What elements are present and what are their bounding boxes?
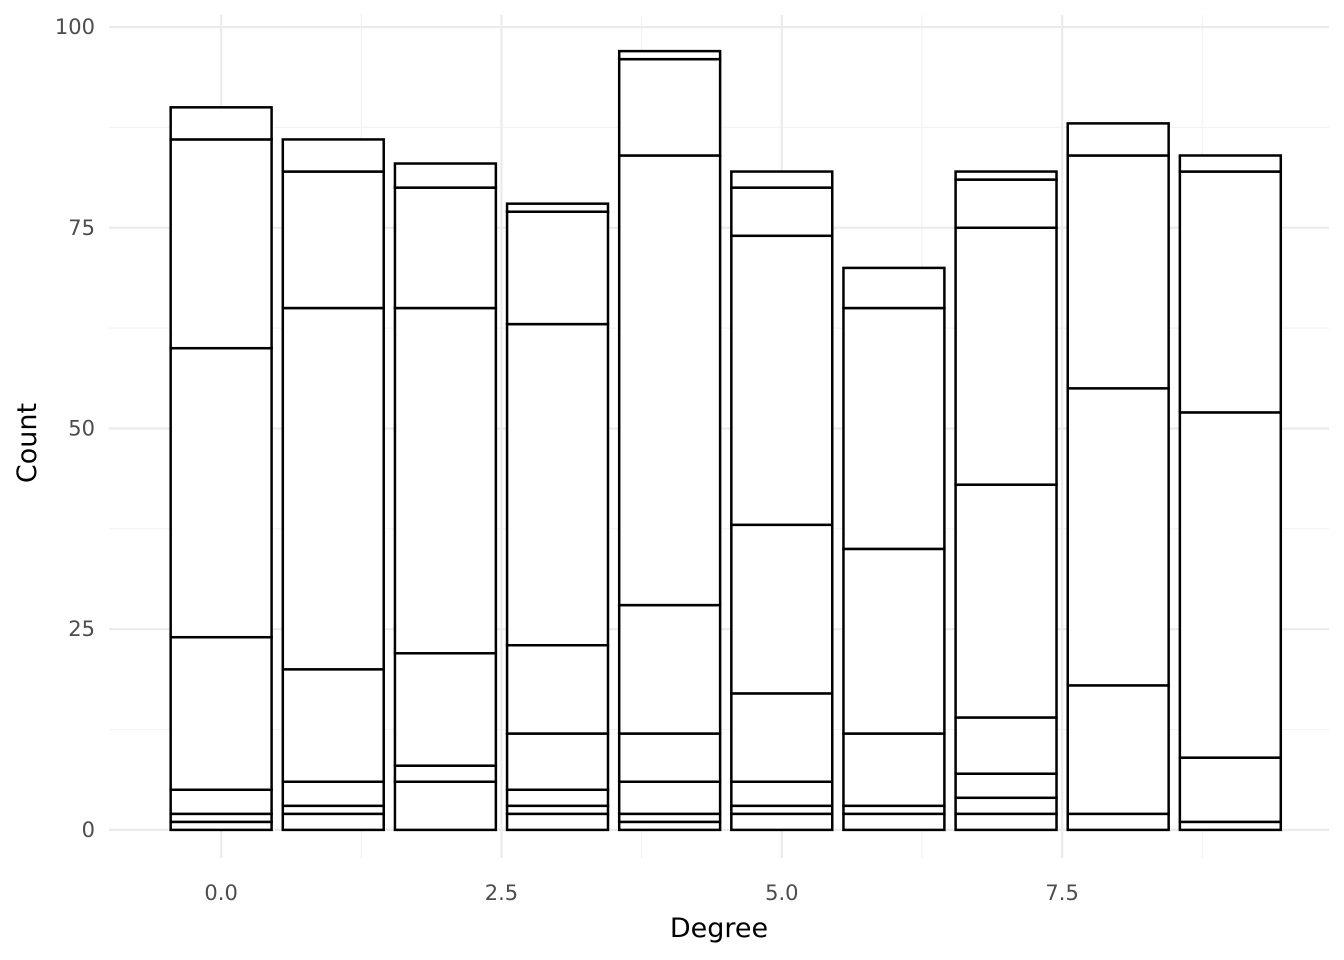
bar-segment: [505, 210, 610, 326]
bars: [169, 49, 1283, 832]
bar-segment: [617, 154, 722, 607]
bar-segment: [954, 226, 1058, 486]
bar-segment: [730, 234, 834, 527]
x-axis-title: Degree: [670, 913, 768, 944]
x-tick-label: 7.5: [1045, 881, 1078, 905]
bar-segment: [730, 186, 834, 238]
bar-segment: [730, 692, 834, 783]
bar-segment: [505, 732, 610, 792]
bar-segment: [730, 812, 834, 832]
bar-segment: [954, 178, 1058, 230]
bar-stack: [281, 138, 385, 832]
bar-segment: [954, 772, 1058, 800]
bar-stack: [730, 170, 834, 832]
bar-segment: [954, 170, 1058, 181]
bar-segment: [730, 170, 834, 189]
bar-segment: [842, 732, 946, 808]
bar-segment: [842, 547, 946, 735]
bar-segment: [617, 780, 722, 816]
bar-segment: [281, 306, 385, 671]
bar-segment: [617, 57, 722, 157]
x-tick-label: 2.5: [485, 881, 518, 905]
bar-stack: [1178, 154, 1283, 832]
bar-stack: [954, 170, 1058, 832]
bar-segment: [393, 186, 498, 310]
bar-stack: [842, 266, 946, 832]
bar-segment: [842, 266, 946, 310]
bar-segment: [1066, 684, 1170, 816]
bar-stack: [617, 49, 722, 832]
bar-segment: [169, 788, 273, 816]
bar-segment: [505, 202, 610, 213]
bar-segment: [393, 652, 498, 767]
bar-segment: [281, 780, 385, 808]
bar-segment: [505, 788, 610, 808]
bar-segment: [730, 780, 834, 808]
bar-stack: [505, 202, 610, 832]
y-tick-label: 0: [82, 818, 95, 842]
bar-segment: [169, 635, 273, 792]
y-tick-label: 75: [68, 216, 95, 240]
bar-segment: [1066, 122, 1170, 157]
x-axis-ticks: 0.0 2.5 5.0 7.5: [204, 881, 1078, 905]
bar-segment: [169, 106, 273, 141]
y-axis-title: Count: [12, 403, 43, 483]
bar-segment: [1066, 812, 1170, 832]
bar-segment: [954, 483, 1058, 719]
bar-segment: [1178, 154, 1283, 173]
bar-segment: [617, 732, 722, 783]
x-tick-label: 0.0: [204, 881, 237, 905]
bar-segment: [281, 138, 385, 173]
bar-segment: [954, 796, 1058, 816]
bar-stack: [1066, 122, 1170, 832]
bar-segment: [1066, 154, 1170, 390]
bar-segment: [393, 306, 498, 655]
bar-segment: [842, 812, 946, 832]
bar-segment: [1178, 411, 1283, 759]
bar-segment: [393, 780, 498, 832]
bar-segment: [1178, 756, 1283, 824]
bar-segment: [617, 603, 722, 735]
bar-segment: [954, 716, 1058, 775]
x-tick-label: 5.0: [765, 881, 798, 905]
bar-segment: [954, 812, 1058, 832]
bar-segment: [169, 138, 273, 350]
y-axis-ticks: 0 25 50 75 100: [55, 15, 95, 842]
bar-segment: [281, 170, 385, 310]
y-tick-label: 25: [68, 617, 95, 641]
bar-stack: [393, 162, 498, 832]
bar-segment: [842, 306, 946, 551]
y-tick-label: 50: [68, 416, 95, 440]
bar-stack: [169, 106, 273, 832]
bar-segment: [1178, 170, 1283, 414]
bar-segment: [281, 812, 385, 832]
bar-segment: [505, 812, 610, 832]
bar-segment: [393, 162, 498, 189]
bar-segment: [505, 322, 610, 647]
bar-segment: [393, 764, 498, 783]
bar-segment: [617, 49, 722, 61]
bar-segment: [281, 668, 385, 783]
bar-segment: [1066, 387, 1170, 687]
bar-segment: [505, 643, 610, 735]
y-tick-label: 100: [55, 15, 95, 39]
bar-segment: [169, 346, 273, 639]
bar-segment: [730, 523, 834, 695]
